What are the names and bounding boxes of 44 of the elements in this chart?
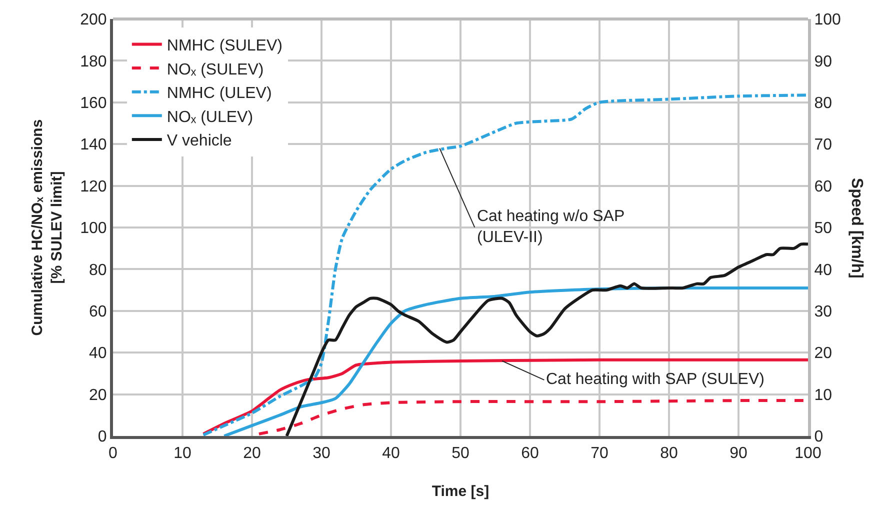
y-tick-label: 60 <box>89 304 107 320</box>
y2-tick-label: 10 <box>814 386 832 404</box>
x-tick-label: 80 <box>660 445 678 462</box>
y-tick-label: 160 <box>80 95 107 112</box>
annotation: Cat heating with SAP (SULEV) <box>546 371 764 388</box>
y2-tick-label: 60 <box>814 178 832 196</box>
y2-tick-label: 70 <box>814 136 832 154</box>
x-tick-label: 50 <box>452 445 470 462</box>
x-tick-label: 20 <box>243 445 261 462</box>
legend-label: NMHC (ULEV) <box>166 85 272 102</box>
y2-tick-label: 20 <box>814 345 832 362</box>
x-tick-label: 60 <box>521 445 539 462</box>
y-tick-label: 120 <box>80 178 107 196</box>
line-series <box>202 358 808 436</box>
x-tick-label: 90 <box>730 445 748 462</box>
y2-axis-title: Speed [km/h] <box>848 178 866 278</box>
y2-tick-label: 100 <box>814 12 841 29</box>
legend-label: V vehicle <box>166 132 232 150</box>
x-tick-label: 70 <box>590 445 608 462</box>
x-tick-label: 10 <box>174 445 192 462</box>
annotation: Cat heating w/o SAP (ULEV-II) <box>477 208 625 246</box>
y-tick-label: 140 <box>80 136 107 154</box>
y-tick-label: 100 <box>80 220 107 238</box>
y-axis-title: Cumulative HC/NOₓ emissions [% SULEV limit] <box>28 119 66 336</box>
y-tick-label: 80 <box>89 262 107 279</box>
legend-label: NOₓ (SULEV) <box>166 61 264 78</box>
y-tick-label: 20 <box>89 386 107 404</box>
legend-label: NOₓ (ULEV) <box>166 108 254 126</box>
y-tick-label: 180 <box>80 53 107 70</box>
x-axis-title: Time [s] <box>432 483 490 500</box>
y-tick-label: 200 <box>80 12 107 29</box>
x-tick-label: 40 <box>382 445 400 462</box>
y2-tick-label: 80 <box>814 95 832 112</box>
x-tick-label: 100 <box>794 445 822 462</box>
y2-tick-label: 90 <box>814 53 832 70</box>
x-tick-label: 0 <box>108 445 118 462</box>
y2-tick-label: 30 <box>814 304 832 320</box>
y2-tick-label: 50 <box>814 220 832 238</box>
y-tick-label: 0 <box>98 428 107 446</box>
y-tick-label: 40 <box>89 345 107 362</box>
y2-tick-label: 40 <box>814 262 832 279</box>
x-tick-label: 30 <box>312 445 330 462</box>
legend-label: NMHC (SULEV) <box>166 37 282 54</box>
y2-tick-label: 0 <box>814 428 824 446</box>
